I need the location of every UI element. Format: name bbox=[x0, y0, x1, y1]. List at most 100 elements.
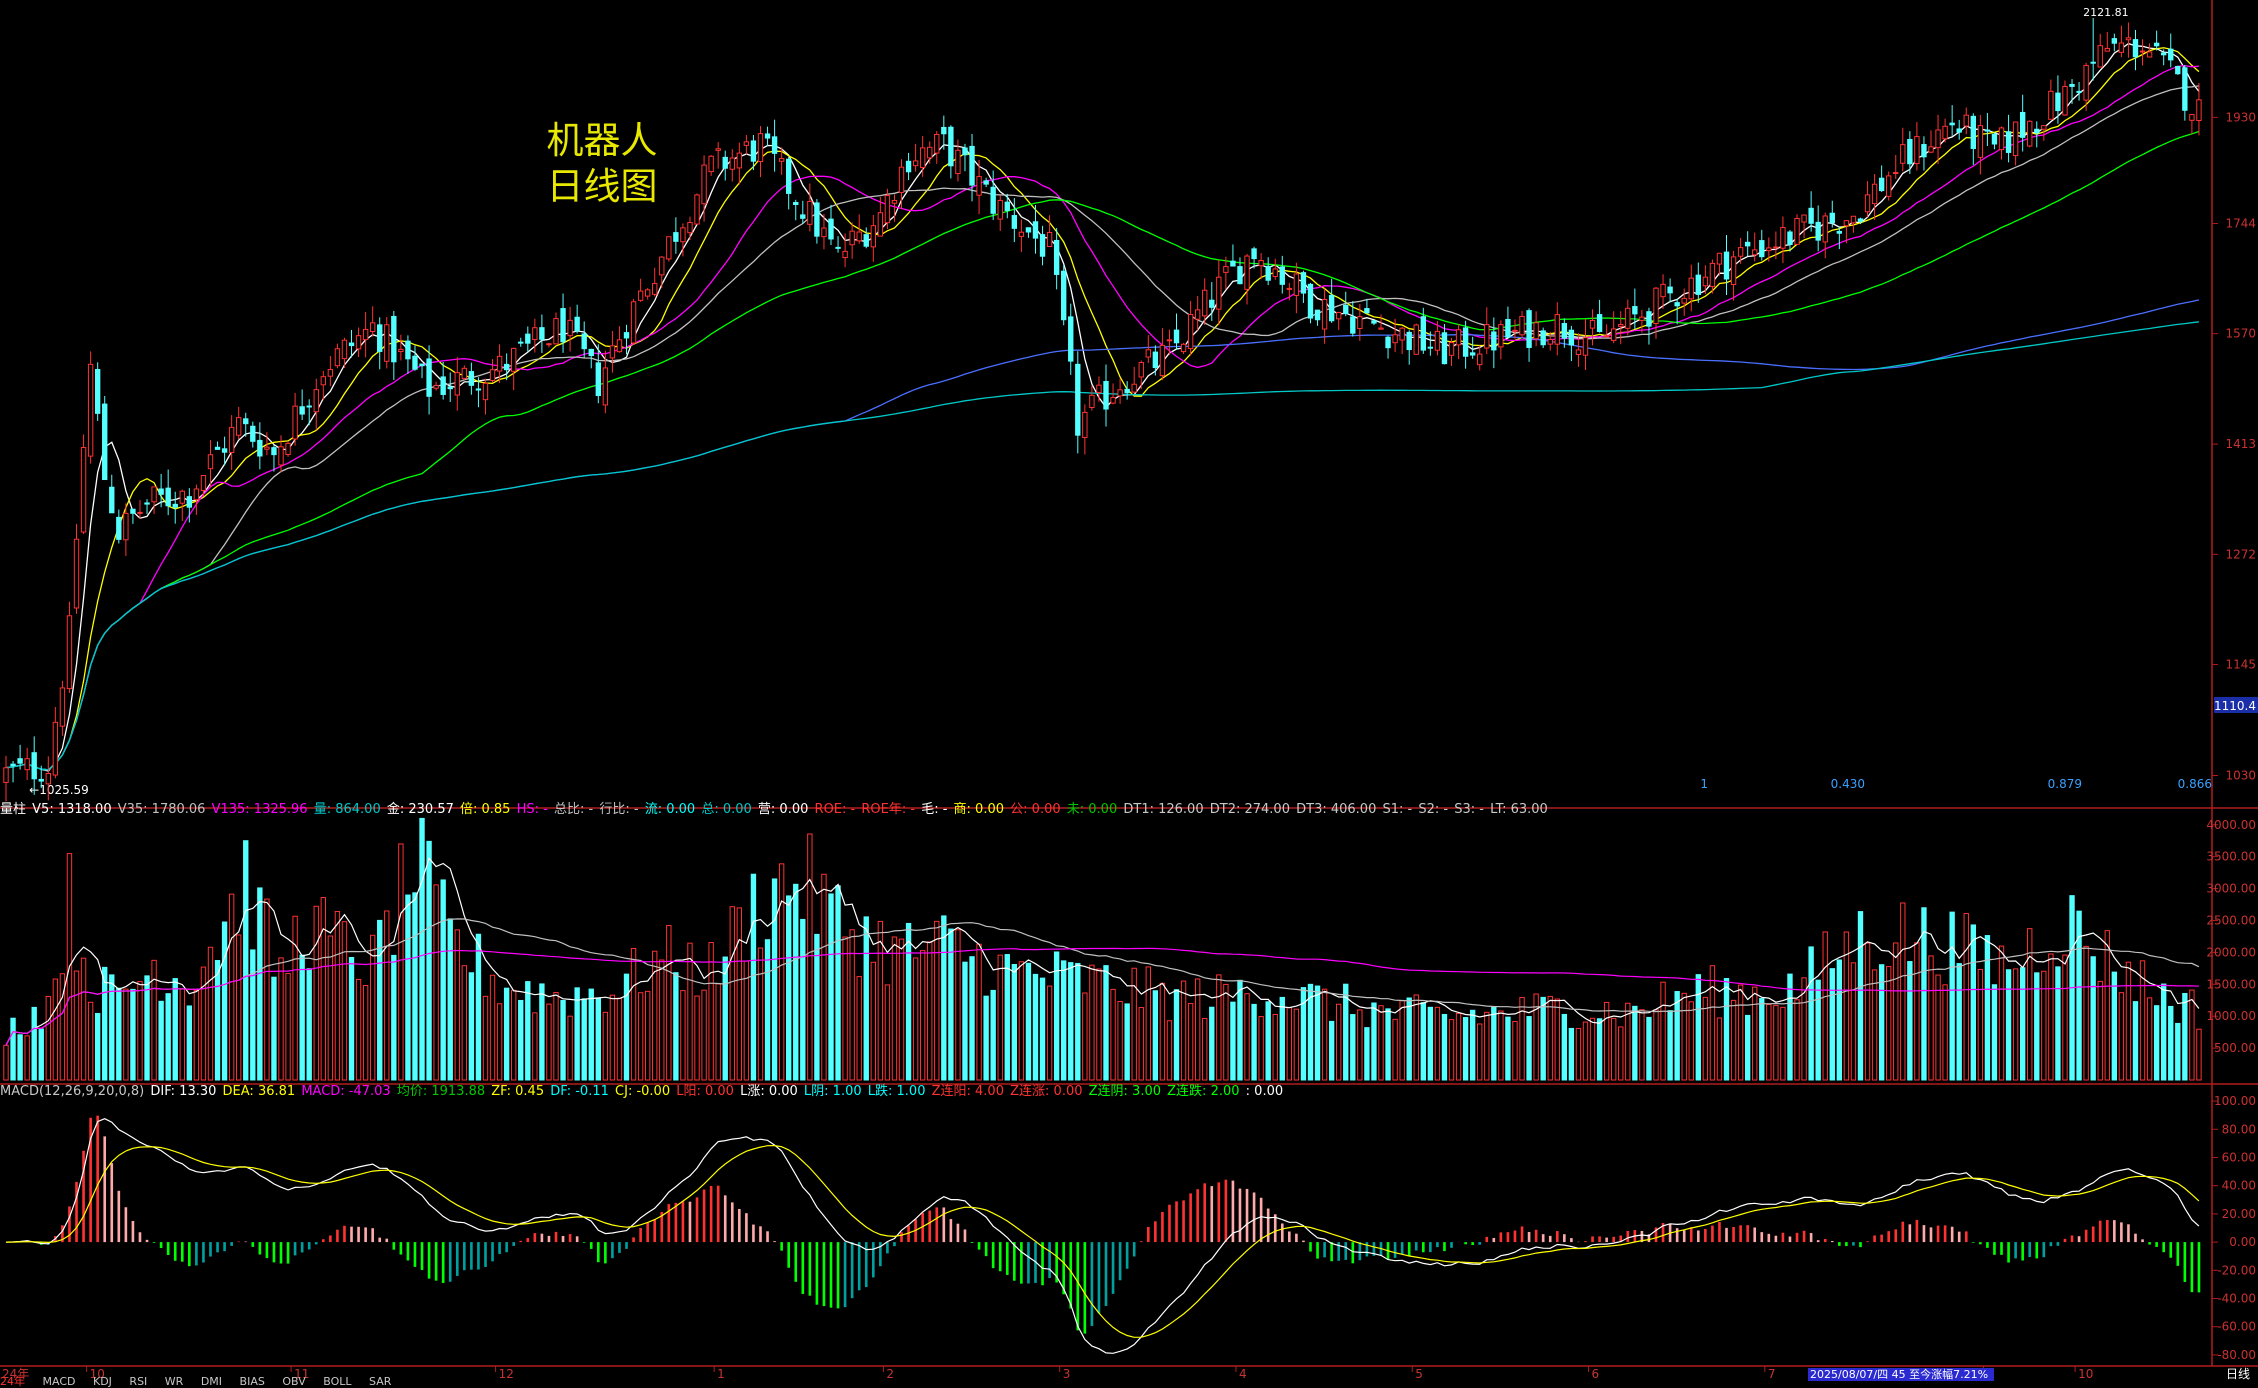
volume-bar bbox=[2132, 1001, 2139, 1081]
candle-body bbox=[715, 148, 721, 151]
candle-body bbox=[743, 141, 750, 146]
volume-bar bbox=[405, 894, 411, 1081]
candle-body bbox=[158, 488, 164, 495]
macd-macd: MACD: -47.03 bbox=[301, 1084, 391, 1099]
indicator-tab-7[interactable]: BOLL bbox=[323, 1376, 352, 1388]
candle-body bbox=[1611, 328, 1617, 341]
volume-bar bbox=[637, 992, 644, 1081]
candle-body bbox=[271, 447, 277, 456]
candles bbox=[3, 18, 2202, 802]
vol-item10: ROE: - bbox=[814, 802, 856, 817]
volume-bar bbox=[2090, 956, 2096, 1081]
candle-body bbox=[94, 369, 101, 414]
indicator-tab-4[interactable]: DMI bbox=[200, 1376, 223, 1388]
volume-bar bbox=[341, 921, 348, 1081]
volume-bar bbox=[849, 929, 855, 1081]
volume-bar bbox=[200, 966, 207, 1081]
candle-body bbox=[306, 405, 312, 408]
volume-bar bbox=[1660, 981, 1666, 1081]
candle-body bbox=[2118, 42, 2125, 53]
indicator-tab-3[interactable]: WR bbox=[164, 1376, 184, 1388]
candle-body bbox=[1625, 307, 1631, 329]
candle-body bbox=[771, 136, 778, 154]
volume-bar bbox=[898, 938, 905, 1081]
candle-body bbox=[644, 289, 651, 297]
macd-tick-label: 60.00 bbox=[2222, 1150, 2256, 1164]
volume-bar bbox=[1568, 1027, 1575, 1081]
candle-body bbox=[2083, 64, 2089, 101]
candle-body bbox=[2132, 39, 2139, 58]
candle-body bbox=[1737, 247, 1744, 257]
volume-bar bbox=[553, 991, 559, 1081]
candle-body bbox=[518, 341, 524, 344]
candle-body bbox=[849, 230, 855, 246]
volume-bar bbox=[1117, 1000, 1123, 1081]
volume-bar bbox=[659, 959, 665, 1081]
volume-bar bbox=[588, 988, 594, 1081]
macd-tick-label: -40.00 bbox=[2217, 1292, 2256, 1306]
candle-body bbox=[1039, 234, 1046, 257]
volume-bar bbox=[927, 941, 933, 1081]
macd-tick-label: -60.00 bbox=[2217, 1320, 2256, 1334]
candle-body bbox=[1427, 346, 1434, 349]
candle-body bbox=[694, 194, 700, 225]
candle-body bbox=[1216, 276, 1222, 310]
volume-bar bbox=[1328, 1020, 1335, 1081]
volume-bar bbox=[193, 989, 200, 1081]
indicator-tab-8[interactable]: SAR bbox=[369, 1376, 392, 1388]
candle-body bbox=[729, 157, 735, 170]
volume-averages bbox=[5, 857, 2200, 1046]
candle-body bbox=[863, 234, 869, 247]
volume-bar bbox=[1434, 1006, 1441, 1081]
volume-bar bbox=[1836, 959, 1843, 1081]
volume-bar bbox=[73, 970, 80, 1081]
price-tick-label: 1272 bbox=[2225, 547, 2256, 561]
volume-bar bbox=[602, 1011, 609, 1081]
volume-bar bbox=[1441, 1013, 1448, 1081]
x-axis-labels: 24年10111212345678102025/08/07/四 45 至今涨幅7… bbox=[2, 1366, 2250, 1381]
current-price-tag bbox=[2214, 697, 2258, 713]
macd-lh: L阳: 0.00 bbox=[676, 1084, 734, 1099]
volume-bar bbox=[1103, 965, 1109, 1081]
volume-bar bbox=[821, 873, 827, 1081]
indicator-tab-1[interactable]: KDJ bbox=[92, 1376, 112, 1388]
candle-body bbox=[757, 133, 764, 163]
indicator-tab-0[interactable]: MACD bbox=[42, 1376, 76, 1388]
price-bottom-value: 0.866 bbox=[2178, 777, 2212, 791]
volume-bar bbox=[419, 817, 425, 1081]
candle-body bbox=[87, 363, 94, 457]
candle-body bbox=[1025, 227, 1032, 233]
volume-bar bbox=[1554, 998, 1560, 1081]
candle-body bbox=[856, 231, 862, 242]
date-highlight bbox=[1808, 1368, 1994, 1381]
candle-body bbox=[1110, 397, 1116, 404]
volume-bar bbox=[369, 934, 376, 1081]
volume-bar bbox=[1625, 1002, 1631, 1081]
candle-body bbox=[2182, 67, 2188, 111]
candle-body bbox=[454, 372, 460, 396]
candle-body bbox=[1202, 289, 1208, 317]
candle-body bbox=[1124, 388, 1130, 394]
candle-body bbox=[200, 475, 207, 491]
volume-bar bbox=[1258, 1016, 1264, 1081]
volume-bar bbox=[687, 942, 693, 1081]
candle-body bbox=[574, 316, 580, 332]
indicator-tab-2[interactable]: RSI bbox=[129, 1376, 148, 1388]
candle-body bbox=[1491, 331, 1497, 351]
ma60-line bbox=[5, 130, 2200, 771]
candle-body bbox=[814, 202, 820, 237]
volume-bar bbox=[1364, 1027, 1370, 1081]
candle-body bbox=[1089, 394, 1095, 408]
dif-line bbox=[5, 1118, 2200, 1354]
volume-tick-label: 3000.00 bbox=[2206, 882, 2256, 896]
volume-bar bbox=[1702, 996, 1709, 1081]
price-tick-label: 1930 bbox=[2225, 110, 2256, 124]
volume-tick-label: 4000.00 bbox=[2206, 818, 2256, 832]
volume-bar bbox=[1744, 1014, 1751, 1081]
volume-bar bbox=[2048, 953, 2054, 1081]
volume-bar bbox=[306, 968, 312, 1081]
indicator-tab-5[interactable]: BIAS bbox=[239, 1376, 265, 1388]
candle-body bbox=[1180, 343, 1187, 353]
indicator-tab-6[interactable]: OBV bbox=[282, 1376, 306, 1388]
volume-bar bbox=[1561, 1013, 1568, 1081]
